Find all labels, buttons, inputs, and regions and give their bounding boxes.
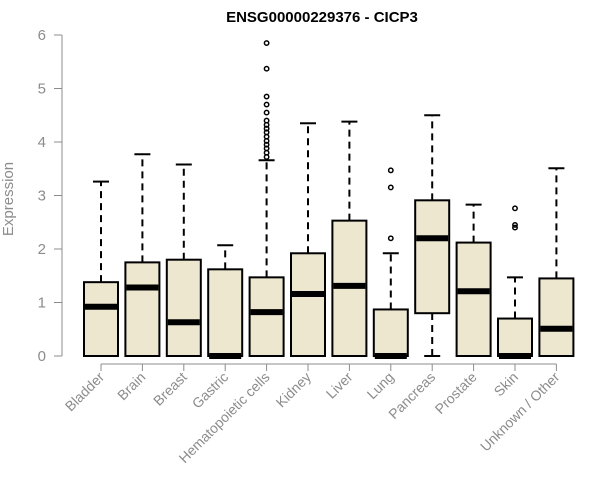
y-axis: 0 1 2 3 4 5 6 <box>38 27 63 365</box>
box-series <box>83 40 575 359</box>
box-skin <box>497 205 533 359</box>
y-tick-label: 4 <box>38 134 46 151</box>
box-body <box>497 317 533 357</box>
box-body <box>248 276 285 358</box>
box-bladder <box>83 180 119 358</box>
x-tick-label: Kidney <box>273 369 315 411</box>
box-unknown-other <box>538 167 575 357</box>
y-tick-label: 0 <box>38 348 46 365</box>
outlier-point <box>263 93 270 100</box>
x-tick-label: Liver <box>323 369 356 402</box>
box-body <box>372 308 409 357</box>
box-gastric <box>207 244 244 359</box>
box-prostate <box>455 203 492 357</box>
x-tick-label: Breast <box>150 369 190 409</box>
box-body <box>83 281 119 358</box>
box-body <box>290 252 326 357</box>
x-tick-label: Lung <box>364 369 397 402</box>
box-breast <box>165 163 202 358</box>
outlier-point <box>387 167 394 174</box>
outlier-point <box>512 205 518 212</box>
box-body <box>165 258 202 358</box>
outlier-point <box>387 184 394 191</box>
box-pancreas <box>414 114 451 357</box>
chart-title: ENSG00000229376 - CICP3 <box>226 9 418 26</box>
y-tick-label: 1 <box>38 295 46 312</box>
outlier-point <box>263 109 270 116</box>
x-tick-label: Brain <box>114 369 148 403</box>
box-body <box>414 199 451 315</box>
y-tick-label: 5 <box>38 81 46 98</box>
x-tick-label: Skin <box>491 369 522 400</box>
box-kidney <box>290 122 326 357</box>
y-tick-label: 2 <box>38 241 46 258</box>
outlier-point <box>387 235 394 242</box>
box-liver <box>331 120 368 357</box>
outlier-point <box>263 117 270 124</box>
y-tick-label: 6 <box>38 27 46 44</box>
outlier-point <box>512 224 518 231</box>
outlier-point <box>263 65 270 72</box>
box-body <box>207 268 244 357</box>
x-tick-label: Bladder <box>62 369 108 415</box>
outlier-point <box>512 221 518 228</box>
x-tick-label: Prostate <box>432 369 480 417</box>
box-hematopoietic-cells <box>248 40 285 358</box>
x-tick-label: Unknown / Other <box>477 369 563 455</box>
box-brain <box>124 153 161 357</box>
outlier-point <box>263 101 270 108</box>
box-body <box>538 277 575 357</box>
box-body <box>455 241 492 357</box>
y-axis-title: Expression <box>0 162 17 236</box>
y-tick-label: 3 <box>38 188 46 205</box>
box-body <box>124 261 161 357</box>
outlier-point <box>263 40 270 46</box>
box-lung <box>372 167 409 359</box>
